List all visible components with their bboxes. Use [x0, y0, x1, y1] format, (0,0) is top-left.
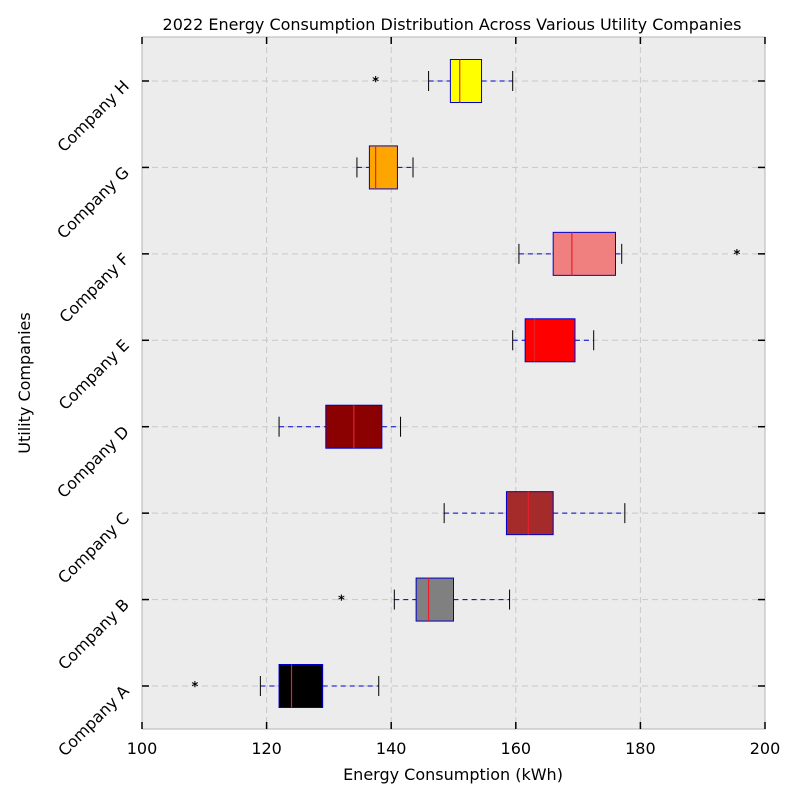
x-tick-label: 160 — [501, 739, 532, 758]
box-company-a: * — [192, 664, 380, 708]
x-tick-label: 140 — [376, 739, 407, 758]
box-iqr — [524, 318, 576, 363]
outlier-marker: * — [338, 594, 345, 609]
x-tick-label: 180 — [625, 739, 656, 758]
box-iqr — [368, 145, 398, 190]
box-company-f: * — [518, 231, 741, 276]
x-tick-label: 200 — [750, 739, 781, 758]
x-tick-label: 120 — [251, 739, 282, 758]
y-tick-label: Company C — [54, 509, 133, 588]
x-axis-label: Energy Consumption (kWh) — [343, 765, 563, 784]
box-company-g — [356, 145, 414, 190]
boxes: * * * * — [192, 59, 741, 708]
box-company-d — [278, 404, 402, 449]
box-company-e — [512, 318, 595, 363]
y-tick-label: Company D — [53, 422, 133, 502]
box-iqr — [278, 664, 324, 708]
box-iqr — [552, 231, 616, 276]
x-tick-label: 100 — [127, 739, 158, 758]
y-axis-label: Utility Companies — [15, 312, 34, 453]
outlier-marker: * — [192, 680, 199, 695]
outlier-marker: * — [372, 75, 379, 90]
box-company-c — [443, 491, 626, 536]
box-company-b: * — [338, 577, 511, 622]
outlier-marker: * — [734, 248, 741, 263]
y-tick-label: Company B — [54, 595, 133, 674]
y-tick-label: Company A — [54, 681, 133, 760]
y-tick-label: Company H — [53, 76, 132, 155]
chart-title: 2022 Energy Consumption Distribution Acr… — [163, 15, 742, 34]
box-iqr — [449, 59, 483, 103]
plot-area — [141, 36, 766, 730]
box-company-h: * — [372, 59, 514, 103]
y-tick-label: Company F — [55, 249, 132, 326]
box-iqr — [505, 491, 554, 536]
box-iqr — [415, 577, 454, 622]
y-tick-label: Company E — [55, 336, 133, 414]
y-tick-label: Company G — [53, 163, 133, 243]
